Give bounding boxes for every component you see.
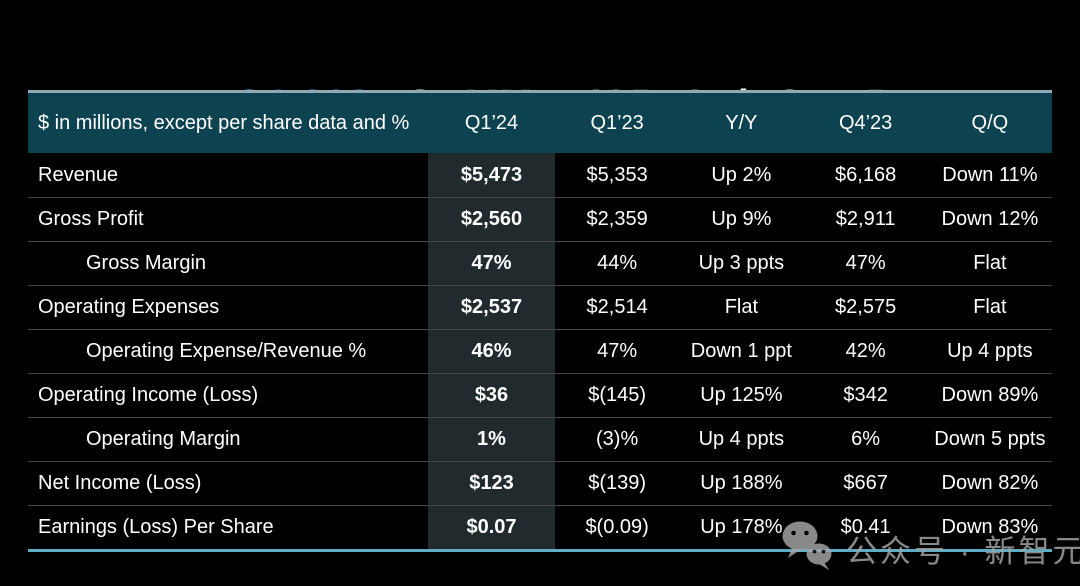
- cell-q123: $2,359: [586, 208, 648, 230]
- cell-q423: $6,168: [835, 163, 897, 186]
- cell-q123: $5,353: [586, 163, 648, 186]
- cell-qq: Down 12%: [941, 208, 1039, 230]
- cell-q423: 6%: [851, 428, 881, 450]
- row-label: Operating Expense/Revenue %: [86, 340, 367, 362]
- table-row-eps: Earnings (Loss) Per Share $0.07 $(0.09) …: [28, 505, 1052, 549]
- cell-yy: Up 9%: [711, 208, 772, 230]
- cell-qq: Flat: [973, 296, 1007, 318]
- table-row-net-income: Net Income (Loss) $123 $(139) Up 188% $6…: [28, 461, 1052, 505]
- pnl-summary-table: $ in millions, except per share data and…: [28, 90, 1052, 552]
- cell-q124: 1%: [428, 418, 555, 461]
- cell-q423: $342: [843, 384, 888, 406]
- table-row-operating-income: Operating Income (Loss) $36 $(145) Up 12…: [28, 373, 1052, 417]
- cell-q423: $667: [843, 472, 888, 494]
- cell-q124: $2,537: [428, 286, 555, 329]
- cell-qq: Down 83%: [941, 516, 1039, 538]
- cell-qq: Down 89%: [941, 384, 1039, 406]
- cell-q423: 47%: [845, 252, 886, 274]
- table-row-operating-margin: Operating Margin 1% (3)% Up 4 ppts 6% Do…: [28, 417, 1052, 461]
- table-row-gross-margin: Gross Margin 47% 44% Up 3 ppts 47% Flat: [28, 241, 1052, 285]
- cell-yy: Up 4 ppts: [698, 428, 785, 450]
- cell-q123: (3)%: [596, 428, 639, 450]
- cell-yy: Flat: [724, 296, 759, 318]
- cell-q123: $(0.09): [585, 516, 649, 538]
- table-row-opex-revenue-pct: Operating Expense/Revenue % 46% 47% Down…: [28, 329, 1052, 373]
- header-units-note: $ in millions, except per share data and…: [38, 111, 410, 134]
- cell-q423: 42%: [845, 340, 886, 362]
- cell-q123: $2,514: [586, 296, 648, 318]
- cell-qq: Flat: [973, 252, 1007, 274]
- table-row-gross-profit: Gross Profit $2,560 $2,359 Up 9% $2,911 …: [28, 197, 1052, 241]
- cell-q423: $0.41: [840, 516, 891, 538]
- cell-yy: Up 178%: [700, 516, 783, 538]
- row-label: Gross Profit: [38, 208, 144, 230]
- cell-q123: 44%: [597, 252, 638, 274]
- cell-q124: 46%: [428, 330, 555, 373]
- row-label: Operating Expenses: [38, 296, 220, 318]
- row-label: Earnings (Loss) Per Share: [38, 516, 274, 538]
- header-qq: Q/Q: [971, 111, 1009, 134]
- cell-q423: $2,575: [835, 296, 897, 318]
- cell-qq: Down 82%: [941, 472, 1039, 494]
- cell-q123: $(145): [588, 384, 647, 406]
- cell-q123: $(139): [588, 472, 647, 494]
- table-row-operating-expenses: Operating Expenses $2,537 $2,514 Flat $2…: [28, 285, 1052, 329]
- cell-qq: Down 11%: [942, 163, 1038, 186]
- row-label: Gross Margin: [86, 252, 207, 274]
- table-header-row: $ in millions, except per share data and…: [28, 93, 1052, 153]
- cell-q124: $36: [428, 374, 555, 417]
- cell-q124: 47%: [428, 242, 555, 285]
- cell-q124: $2,560: [428, 198, 555, 241]
- row-label: Operating Income (Loss): [38, 384, 259, 406]
- header-q423: Q4’23: [838, 111, 893, 134]
- cell-qq: Down 5 ppts: [934, 428, 1046, 450]
- cell-yy: Up 3 ppts: [698, 252, 785, 274]
- cell-yy: Down 1 ppt: [690, 340, 792, 362]
- cell-q123: 47%: [597, 340, 638, 362]
- header-yy: Y/Y: [725, 111, 758, 134]
- row-label: Revenue: [38, 163, 119, 186]
- cell-q124: $0.07: [428, 506, 555, 549]
- cell-q423: $2,911: [835, 208, 896, 230]
- header-q123: Q1’23: [590, 111, 644, 134]
- row-label: Net Income (Loss): [38, 472, 202, 494]
- table-row-revenue: Revenue $5,473 $5,353 Up 2% $6,168 Down …: [28, 153, 1052, 197]
- header-q124: Q1’24: [464, 111, 519, 134]
- cell-yy: Up 125%: [700, 384, 783, 406]
- cell-qq: Up 4 ppts: [947, 340, 1033, 362]
- cell-q124: $5,473: [428, 153, 555, 197]
- cell-yy: Up 188%: [700, 472, 783, 494]
- row-label: Operating Margin: [86, 428, 241, 450]
- cell-yy: Up 2%: [711, 163, 772, 186]
- cell-q124: $123: [428, 462, 555, 505]
